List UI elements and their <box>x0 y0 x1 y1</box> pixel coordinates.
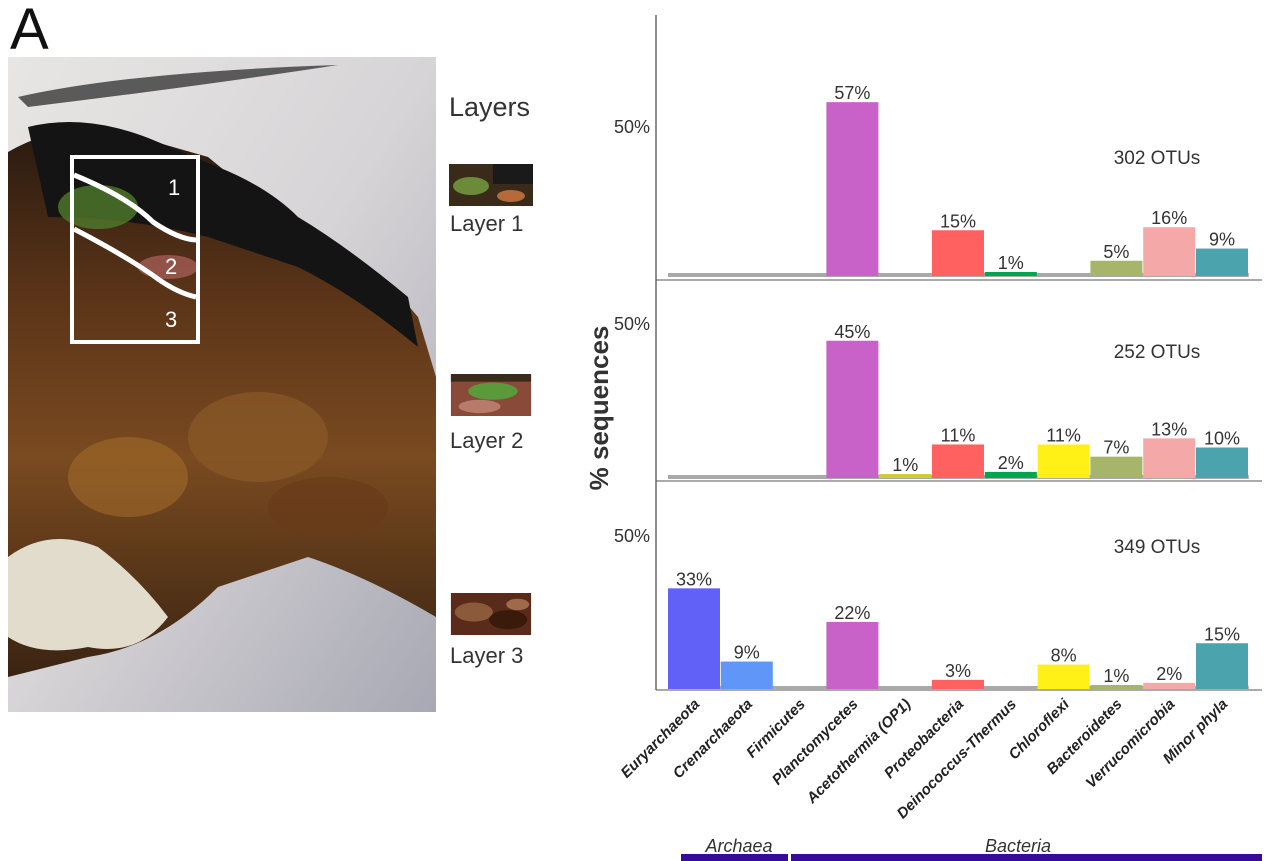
panel-label: A <box>10 0 49 62</box>
layer-2-thumbnail <box>450 374 532 416</box>
marker-1: 1 <box>168 175 180 200</box>
domain-bar-bacteria <box>791 854 1262 861</box>
data-label-layer2-9: 13% <box>1151 419 1187 439</box>
bar-layer1-bacteroidetes <box>1090 260 1143 276</box>
bar-layer1-verrucomicrobia <box>1143 227 1196 276</box>
data-label-layer2-5: 11% <box>941 425 976 445</box>
bar-layer3-planctomycetes <box>826 621 879 689</box>
bar-layer3-bacteroidetes <box>1090 685 1143 689</box>
layers-title: Layers <box>449 92 531 122</box>
y-axis-label: % sequences <box>584 326 614 491</box>
data-label-layer1-6: 1% <box>998 253 1024 273</box>
bar-layer3-minor-phyla <box>1196 643 1248 689</box>
data-label-layer2-4: 1% <box>892 455 918 475</box>
data-label-layer3-8: 1% <box>1103 666 1129 686</box>
domain-bar-archaea <box>681 854 788 861</box>
bar-layer2-acetothermia-op1- <box>879 474 932 478</box>
facet-2-otus-label: 252 OTUs <box>1114 342 1201 363</box>
data-label-layer3-1: 9% <box>734 643 760 663</box>
layer-1-thumbnail <box>449 164 533 206</box>
marker-2: 2 <box>165 254 177 279</box>
data-label-layer3-3: 22% <box>834 603 870 623</box>
bar-layer2-deinococcus-thermus <box>984 471 1037 478</box>
bar-layer2-bacteroidetes <box>1090 456 1143 478</box>
data-label-layer2-10: 10% <box>1204 429 1240 449</box>
data-label-layer1-10: 9% <box>1209 230 1235 250</box>
rock-sample-photo: 1 2 3 <box>8 57 436 712</box>
data-label-layer3-0: 33% <box>676 569 712 589</box>
facet-2-ytick-label: 50% <box>614 314 650 334</box>
bar-layer2-minor-phyla <box>1196 447 1248 478</box>
bar-layer2-chloroflexi <box>1037 444 1090 478</box>
data-label-layer1-9: 16% <box>1151 208 1187 228</box>
facet-3-otus-label: 349 OTUs <box>1114 537 1201 558</box>
data-label-layer2-6: 2% <box>998 453 1024 473</box>
data-label-layer3-9: 2% <box>1156 664 1182 684</box>
bar-layer1-minor-phyla <box>1196 248 1248 276</box>
data-label-layer1-3: 57% <box>834 83 870 103</box>
marker-3: 3 <box>165 307 177 332</box>
data-label-layer1-5: 15% <box>940 211 976 231</box>
domain-label-bacteria: Bacteria <box>985 836 1051 856</box>
data-label-layer3-10: 15% <box>1204 624 1240 644</box>
data-label-layer3-5: 3% <box>945 661 971 681</box>
bar-layer3-chloroflexi <box>1037 664 1090 689</box>
data-label-layer1-8: 5% <box>1103 242 1129 262</box>
layer-1-label: Layer 1 <box>450 211 524 236</box>
layer-2-label: Layer 2 <box>450 428 524 453</box>
data-label-layer2-7: 11% <box>1046 425 1081 445</box>
x-tick-label-9: Verrucomicrobia <box>1083 696 1179 792</box>
data-label-layer2-8: 7% <box>1103 438 1129 458</box>
bar-layer2-verrucomicrobia <box>1143 438 1196 478</box>
bar-layer2-planctomycetes <box>826 340 879 478</box>
facet-1-ytick-label: 50% <box>614 117 650 137</box>
layer-3-label: Layer 3 <box>450 643 524 668</box>
data-label-layer2-3: 45% <box>834 322 870 342</box>
data-label-layer3-7: 8% <box>1051 646 1077 666</box>
bar-layer1-deinococcus-thermus <box>984 272 1037 276</box>
layer-3-thumbnail <box>450 593 532 635</box>
domain-label-archaea: Archaea <box>704 836 772 856</box>
bar-layer3-euryarchaeota <box>668 588 720 689</box>
bar-layer3-verrucomicrobia <box>1143 682 1196 689</box>
facet-3-ytick-label: 50% <box>614 526 650 546</box>
bar-layer1-planctomycetes <box>826 102 879 277</box>
x-tick-label-4: Acetothermia (OP1) <box>803 696 915 808</box>
bar-layer2-proteobacteria <box>932 444 984 478</box>
bar-layer1-proteobacteria <box>932 230 984 276</box>
facet-1-otus-label: 302 OTUs <box>1114 148 1201 169</box>
bar-layer3-crenarchaeota <box>720 661 773 689</box>
bar-layer3-proteobacteria <box>932 679 984 689</box>
